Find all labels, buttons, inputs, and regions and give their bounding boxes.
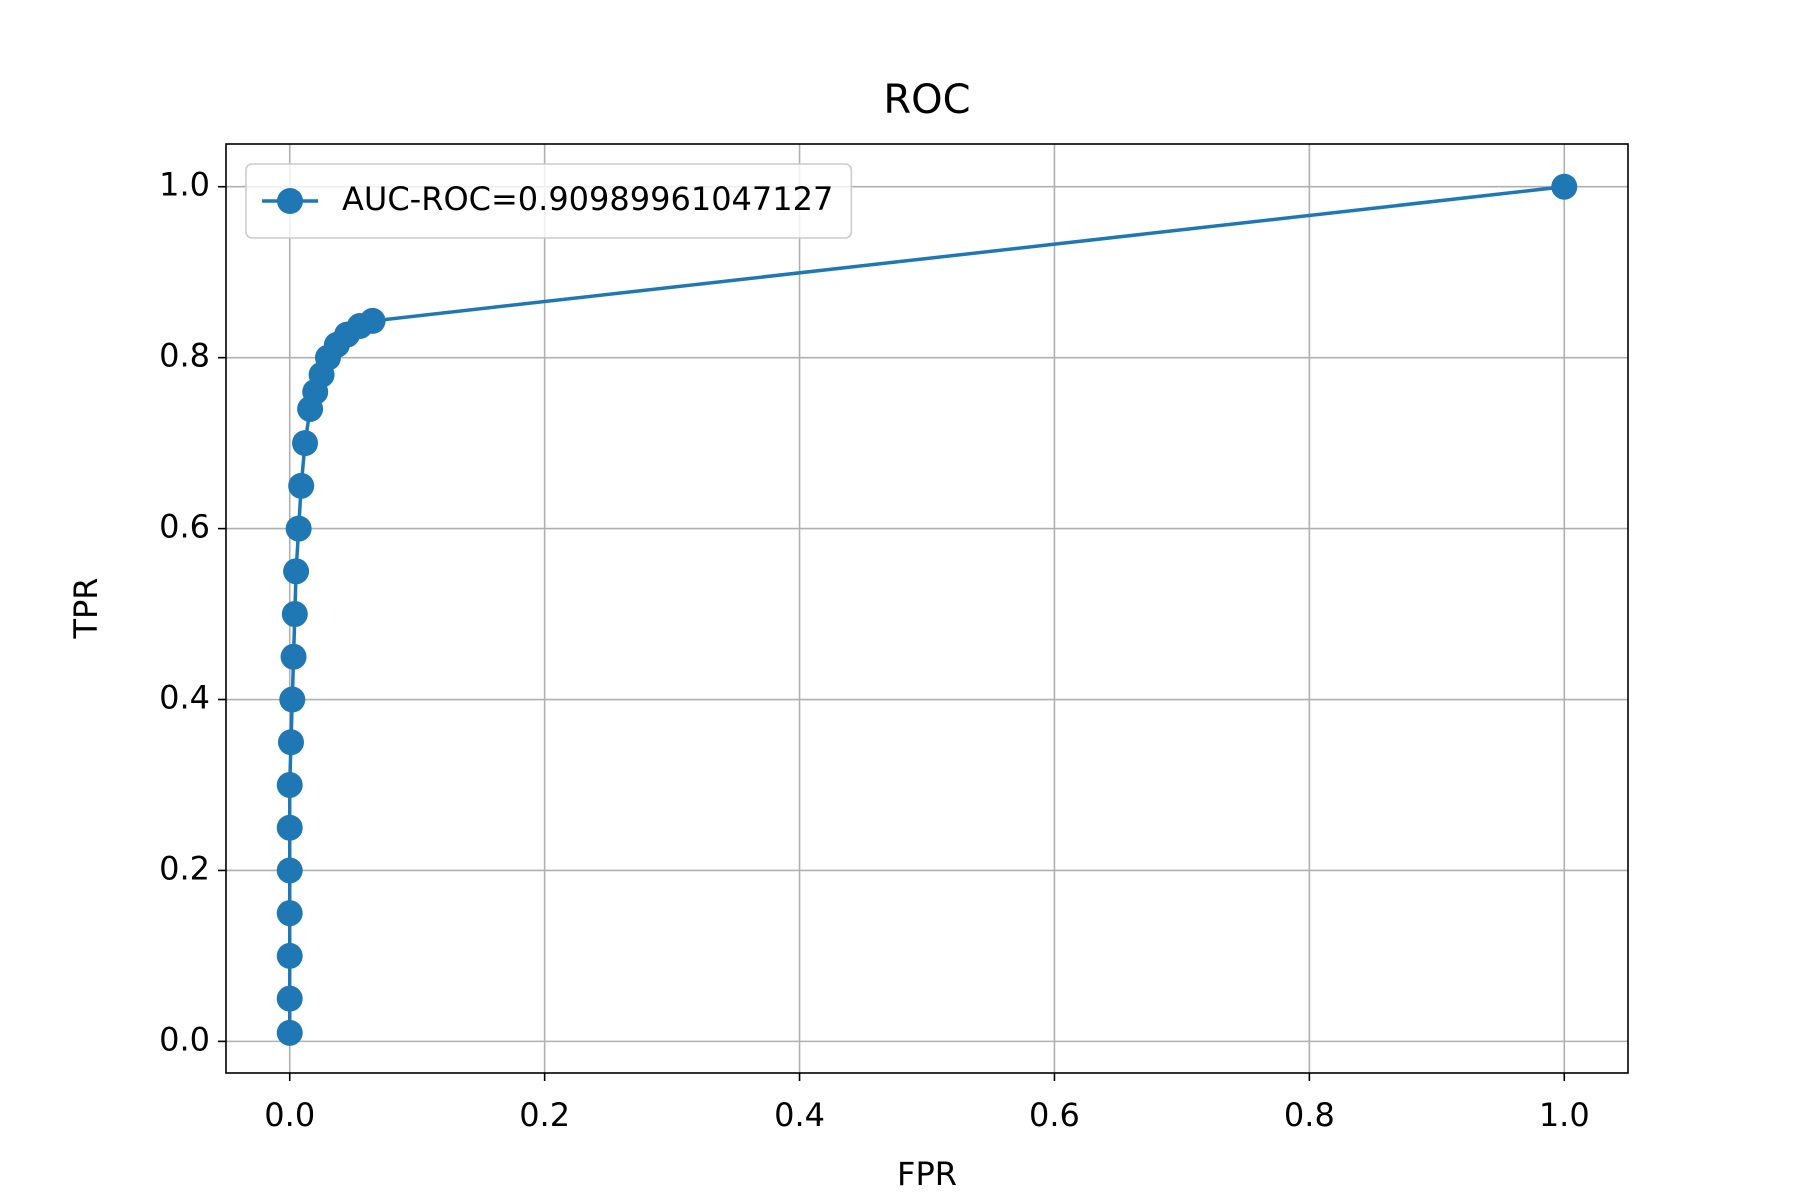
x-axis-label: FPR [897,1155,957,1193]
data-point [276,985,303,1012]
data-point [359,307,386,334]
data-point [276,814,303,841]
data-point [276,857,303,884]
y-tick-label: 0.8 [159,337,210,375]
x-tick-label: 1.0 [1539,1096,1590,1134]
legend-label: AUC-ROC=0.90989961047127 [342,180,833,218]
data-point [280,643,307,670]
data-point [276,942,303,969]
data-point [281,601,308,628]
x-tick-label: 0.4 [774,1096,825,1134]
data-point [278,729,305,756]
data-point [285,515,312,542]
data-point [292,430,319,457]
data-point [283,558,310,585]
legend-marker [277,188,303,214]
data-point [288,472,315,499]
data-point [279,686,306,713]
x-tick-label: 0.6 [1029,1096,1080,1134]
y-tick-label: 1.0 [159,166,210,204]
data-point [1551,173,1578,200]
legend: AUC-ROC=0.90989961047127 [245,163,853,239]
y-tick-label: 0.2 [159,849,210,887]
x-tick-label: 0.8 [1284,1096,1335,1134]
y-tick-label: 0.0 [159,1020,210,1058]
legend-box [245,163,853,239]
plot-frame [225,143,1629,1074]
y-tick-label: 0.6 [159,508,210,546]
y-axis-label: TPR [67,577,105,639]
x-tick-label: 0.2 [519,1096,570,1134]
x-tick-label: 0.0 [264,1096,315,1134]
data-point [276,1019,303,1046]
data-point [276,771,303,798]
y-tick-label: 0.4 [159,679,210,717]
chart-title: ROC [883,77,970,123]
data-point [276,900,303,927]
